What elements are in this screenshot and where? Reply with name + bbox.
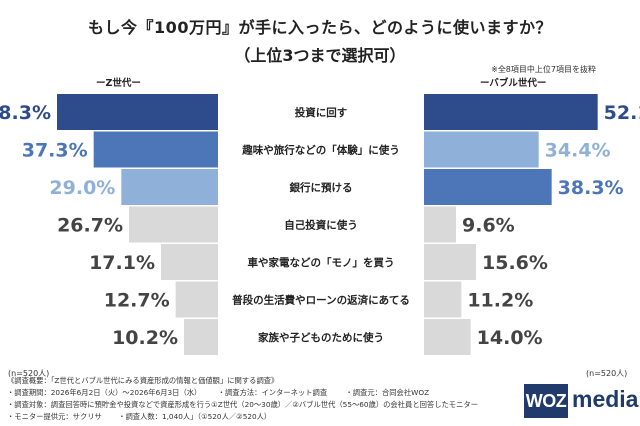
value-label-zgen-3: 26.7% — [57, 215, 123, 237]
footer-source: ・調査元：合同会社WOZ — [345, 388, 430, 397]
bar-zgen-3 — [129, 206, 218, 243]
footer-method: ・調査方法：インターネット調査 — [217, 388, 328, 397]
category-label-2: 銀行に預ける — [290, 181, 353, 194]
chart-note: ※全8項目中上位7項目を抜粋 — [491, 65, 596, 74]
bar-zgen-6 — [184, 319, 218, 355]
value-label-bubble-3: 9.6% — [462, 215, 515, 237]
category-label-5: 普段の生活費やローンの返済にあてる — [232, 294, 410, 307]
chart-title-line1: もし今『100万円』が手に入ったら、どのように使いますか？ — [88, 18, 552, 37]
chart-title-line2: （上位3つまで選択可） — [234, 46, 406, 65]
bar-bubble-4 — [424, 244, 476, 280]
bar-zgen-4 — [161, 244, 218, 280]
bar-bubble-6 — [424, 319, 471, 355]
value-label-bubble-1: 34.4% — [545, 140, 611, 162]
value-label-zgen-5: 12.7% — [104, 290, 170, 312]
bar-bubble-2 — [424, 169, 552, 205]
bar-bubble-3 — [424, 206, 456, 243]
right-sample-size: (n=520人) — [586, 369, 628, 378]
value-label-zgen-1: 37.3% — [22, 140, 88, 162]
bar-zgen-5 — [175, 281, 218, 318]
woz-media-logo: WOZ media — [524, 384, 639, 420]
value-label-bubble-4: 15.6% — [482, 252, 548, 274]
category-label-0: 投資に回す — [295, 106, 348, 119]
bar-zgen-2 — [121, 169, 218, 205]
footer-line2: ・調査期間：2026年6月2日（火）〜2026年6月3日（水） ・調査方法：イン… — [7, 388, 527, 398]
logo-woz: WOZ — [524, 384, 568, 418]
logo-media: media — [572, 386, 639, 412]
footer-target: ・調査対象：調査回答時に預貯金や投資などで資産形成を行う①Z世代（20〜30歳）… — [7, 400, 478, 409]
bar-bubble-5 — [424, 281, 462, 318]
value-label-bubble-0: 52.1% — [604, 102, 640, 124]
value-label-bubble-5: 11.2% — [467, 290, 533, 312]
value-label-zgen-2: 29.0% — [49, 177, 115, 199]
bar-bubble-0 — [424, 94, 598, 130]
footer-monitor: ・モニター提供元：サクリサ — [7, 412, 102, 421]
category-label-4: 車や家電などの「モノ」を買う — [248, 256, 395, 269]
value-label-bubble-6: 14.0% — [477, 327, 543, 349]
right-group-label: ーバブル世代ー — [480, 78, 547, 89]
category-label-6: 家族や子どものために使う — [258, 331, 384, 344]
category-label-3: 自己投資に使う — [284, 219, 358, 232]
value-label-zgen-6: 10.2% — [112, 327, 178, 349]
category-label-1: 趣味や旅行などの「体験」に使う — [241, 144, 400, 157]
bar-zgen-1 — [93, 131, 218, 168]
bar-zgen-0 — [57, 94, 218, 130]
footer-period: ・調査期間：2026年6月2日（火）〜2026年6月3日（水） — [7, 388, 202, 397]
value-label-zgen-0: 48.3% — [0, 102, 51, 124]
left-group-label: ーZ世代ー — [96, 78, 141, 89]
left-sample-size: (n=520人) — [8, 369, 50, 378]
value-label-bubble-2: 38.3% — [558, 177, 624, 199]
bar-bubble-1 — [424, 131, 539, 168]
footer-line4: ・モニター提供元：サクリサ ・調査人数：1,040人」（①520人／②520人） — [7, 412, 527, 422]
footer-survey-title: 《調査概要：「Z世代とバブル世代にみる資産形成の情報と価値観」に関する調査》 — [7, 376, 279, 385]
value-label-zgen-4: 17.1% — [89, 252, 155, 274]
footer-count: ・調査人数：1,040人」（①520人／②520人） — [118, 412, 272, 421]
